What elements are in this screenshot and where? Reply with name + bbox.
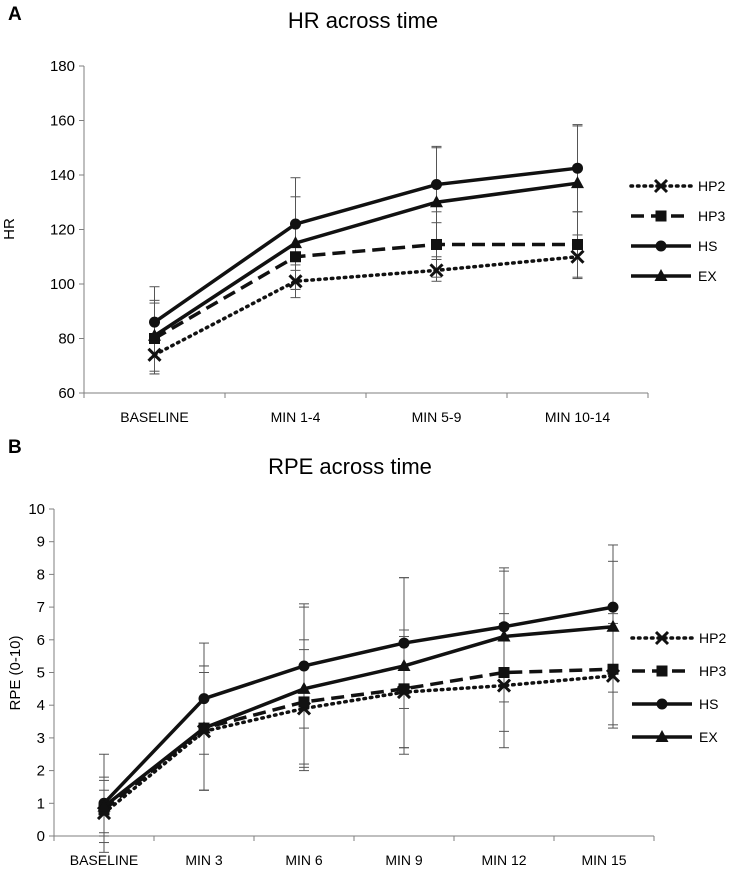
y-tick-label: 8 xyxy=(37,566,45,583)
y-tick-label: 120 xyxy=(50,222,75,239)
legend-label-hs: HS xyxy=(699,696,718,712)
y-tick-label: 180 xyxy=(50,58,75,75)
x-tick-label: MIN 5-9 xyxy=(412,409,462,425)
y-tick-label: 140 xyxy=(50,167,75,184)
data-point-ex xyxy=(289,236,302,249)
legend-marker-hp3 xyxy=(655,210,667,222)
panel-label-a: A xyxy=(8,4,22,25)
series-line-hp3 xyxy=(102,667,614,812)
y-tick-label: 5 xyxy=(37,665,45,682)
y-axis-label: HR xyxy=(1,218,18,240)
data-point-ex xyxy=(148,328,161,341)
data-point-hp3 xyxy=(431,238,442,250)
legend-marker-hp2 xyxy=(654,630,670,646)
data-point-ex xyxy=(497,629,511,642)
data-point-hp2 xyxy=(496,678,512,693)
data-point-ex xyxy=(606,619,620,632)
data-point-hs xyxy=(198,693,210,705)
x-tick-label: BASELINE xyxy=(70,852,138,868)
legend-marker-hs xyxy=(656,698,668,710)
legend-label-hp3: HP3 xyxy=(698,208,725,224)
y-tick-label: 7 xyxy=(37,599,45,616)
legend-label-hp2: HP2 xyxy=(698,178,725,194)
y-tick-label: 2 xyxy=(37,763,45,780)
y-tick-label: 80 xyxy=(58,331,75,348)
x-tick-label: MIN 1-4 xyxy=(271,409,321,425)
x-tick-label: MIN 10-14 xyxy=(545,409,611,425)
y-tick-label: 3 xyxy=(37,730,45,747)
y-tick-label: 1 xyxy=(37,795,45,812)
data-point-hp2-stroke-2 xyxy=(147,347,162,362)
x-tick-label: MIN 15 xyxy=(581,852,626,868)
legend-label-ex: EX xyxy=(699,729,718,745)
data-point-hs xyxy=(398,637,410,649)
y-axis-label: RPE (0-10) xyxy=(7,635,24,710)
data-point-hp3 xyxy=(298,696,310,708)
legend-label-ex: EX xyxy=(698,268,717,284)
legend-marker-hp2 xyxy=(653,178,669,194)
data-point-hs xyxy=(298,660,310,672)
data-point-hp2 xyxy=(570,249,585,264)
legend-marker-hp3 xyxy=(656,665,668,677)
data-point-hs xyxy=(572,162,583,174)
data-point-ex xyxy=(197,721,211,734)
legend-label-hs: HS xyxy=(698,238,717,254)
data-point-hs xyxy=(498,621,510,633)
data-point-hp2 xyxy=(429,263,444,278)
x-tick-label: MIN 12 xyxy=(481,852,526,868)
series-line-hs xyxy=(102,605,614,805)
data-point-hp2 xyxy=(288,274,303,289)
legend-marker-ex xyxy=(654,269,668,281)
y-tick-label: 100 xyxy=(50,276,75,293)
series-line-ex xyxy=(153,181,578,338)
x-tick-label: BASELINE xyxy=(120,409,188,425)
data-point-ex xyxy=(297,681,311,694)
series-line-hp3 xyxy=(153,242,578,341)
data-point-hp3 xyxy=(398,683,410,695)
rpe-chart: RPE across time 0 1 2 3 4 5 6 7 8 9 10 RPE (0-10) BAS… xyxy=(7,454,726,868)
data-point-hp3 xyxy=(572,238,583,250)
legend-marker-hs xyxy=(655,240,667,252)
x-tick-label: MIN 3 xyxy=(185,852,223,868)
data-point-ex xyxy=(97,799,111,812)
series-line-hp2 xyxy=(152,255,580,357)
data-point-hp2-stroke-2 xyxy=(429,263,444,278)
legend-label-hp2: HP2 xyxy=(699,630,726,646)
data-point-hp3 xyxy=(498,667,510,678)
data-point-ex xyxy=(397,658,411,671)
data-point-hs xyxy=(290,218,301,230)
legend-marker-hp2-stroke-2 xyxy=(653,178,669,194)
series-line-hp2 xyxy=(102,674,615,815)
y-tick-label: 0 xyxy=(37,828,45,845)
legend-label-hp3: HP3 xyxy=(699,663,726,679)
series-line-ex xyxy=(102,624,614,808)
data-point-hp2-stroke-2 xyxy=(288,274,303,289)
y-tick-label: 160 xyxy=(50,113,75,130)
data-point-hs xyxy=(431,179,442,191)
panel-label-b: B xyxy=(8,437,22,458)
series-line-hs xyxy=(153,166,578,324)
chart-title: HR across time xyxy=(288,8,438,33)
chart-title: RPE across time xyxy=(268,454,432,479)
y-tick-label: 10 xyxy=(28,501,45,518)
y-tick-label: 60 xyxy=(58,385,75,402)
data-point-hp2-stroke-2 xyxy=(570,249,585,264)
y-tick-label: 6 xyxy=(37,632,45,649)
data-point-hp3 xyxy=(607,663,619,675)
y-tick-label: 9 xyxy=(37,534,45,551)
data-point-hs xyxy=(607,601,619,613)
data-point-ex xyxy=(571,176,584,189)
legend-marker-hp2-stroke-2 xyxy=(654,630,670,646)
data-point-hp2 xyxy=(147,347,162,362)
data-point-hp2-stroke-2 xyxy=(496,678,512,693)
x-tick-label: MIN 6 xyxy=(285,852,323,868)
data-point-hp3 xyxy=(290,251,301,263)
legend-marker-ex xyxy=(655,730,669,742)
data-point-ex xyxy=(430,195,443,208)
y-tick-label: 4 xyxy=(37,697,45,714)
data-point-hs xyxy=(149,316,160,328)
hr-chart: HR across time 60 80 100 120 140 160 180 HR BASEL… xyxy=(1,8,725,425)
x-tick-label: MIN 9 xyxy=(385,852,423,868)
